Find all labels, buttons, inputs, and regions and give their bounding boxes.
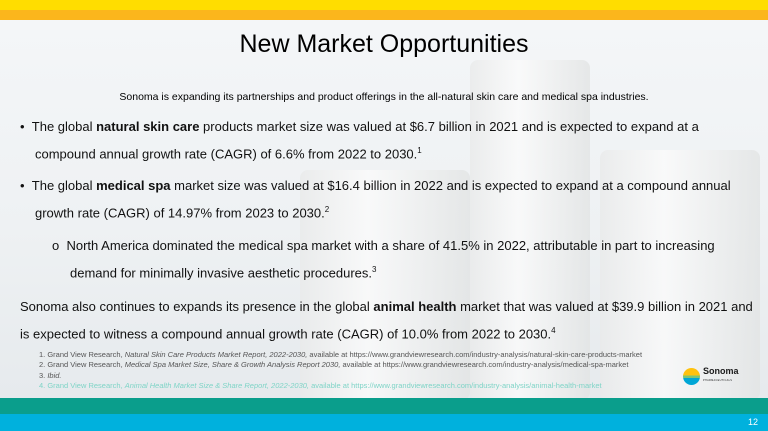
bottom-band-teal xyxy=(0,398,768,414)
subbullet-north-america: o North America dominated the medical sp… xyxy=(52,237,715,280)
logo-text: Sonoma xyxy=(703,366,739,376)
subtitle: Sonoma is expanding its partnerships and… xyxy=(119,91,649,103)
footnote-4: 4. Grand View Research, Animal Health Ma… xyxy=(39,380,602,390)
page-title: New Market Opportunities xyxy=(239,30,529,58)
footnote-3: 3. Ibid. xyxy=(39,370,62,380)
bullet-natural-skin-care: • The global natural skin care products … xyxy=(20,119,699,162)
footnote-1: 1. Grand View Research, Natural Skin Car… xyxy=(39,350,643,359)
top-band-orange xyxy=(0,10,768,20)
content: • The global natural skin care products … xyxy=(20,115,755,346)
bottle-image xyxy=(300,170,470,400)
footnotes: 1. Grand View Research, Natural Skin Car… xyxy=(39,350,679,391)
glass-jar-image xyxy=(600,150,760,400)
top-band-yellow xyxy=(0,0,768,10)
page-number: 12 xyxy=(747,417,758,427)
logo-tagline: PHARMACEUTICALS xyxy=(703,379,733,382)
background-image xyxy=(0,20,768,400)
animal-health-paragraph: Sonoma also continues to expands its pre… xyxy=(20,298,753,342)
bottom-band-blue xyxy=(0,414,768,431)
footnote-2: 2. Grand View Research, Medical Spa Mark… xyxy=(39,360,629,370)
bullet-medical-spa: • The global medical spa market size was… xyxy=(20,178,731,221)
sun-logo-icon xyxy=(683,367,700,385)
sonoma-logo: Sonoma PHARMACEUTICALS xyxy=(683,367,739,385)
pump-bottle-image xyxy=(470,60,590,400)
